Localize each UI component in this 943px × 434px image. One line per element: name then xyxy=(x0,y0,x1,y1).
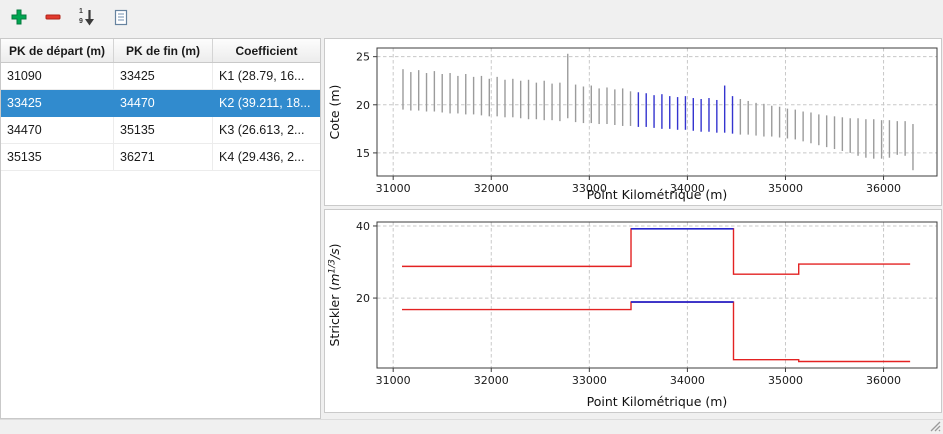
svg-text:25: 25 xyxy=(356,51,370,64)
svg-text:33000: 33000 xyxy=(572,182,607,195)
svg-text:Cote (m): Cote (m) xyxy=(327,85,342,140)
cell-pk-end: 34470 xyxy=(120,96,155,110)
cell-pk-end: 35135 xyxy=(114,117,213,143)
svg-text:32000: 32000 xyxy=(474,182,509,195)
report-button[interactable] xyxy=(108,4,134,30)
svg-text:31000: 31000 xyxy=(376,374,411,387)
table-header: PK de départ (m) PK de fin (m) Coefficie… xyxy=(1,39,320,63)
table-row[interactable]: 35135 36271 K4 (29.436, 2... xyxy=(1,144,320,171)
svg-text:34000: 34000 xyxy=(670,374,705,387)
cell-coefficient: K1 (28.79, 16... xyxy=(219,69,305,83)
chart-canvas: 31000 32000 33000 34000 35000 36000 20 40 Point … xyxy=(327,220,938,409)
chart-canvas: 31000 32000 33000 34000 35000 36000 15 20 25 Poin… xyxy=(327,47,938,202)
sort-digit-top: 1 xyxy=(79,8,83,15)
svg-text:36000: 36000 xyxy=(866,182,901,195)
sort-digit-bottom: 9 xyxy=(79,18,83,25)
sort-digits: 1 9 xyxy=(79,8,83,26)
cell-pk-start: 35135 xyxy=(1,144,114,170)
svg-text:40: 40 xyxy=(356,220,370,233)
document-icon xyxy=(114,9,128,25)
cell-coefficient: K2 (39.211, 18... xyxy=(219,96,311,110)
svg-text:35000: 35000 xyxy=(768,374,803,387)
cell-pk-start: 33425 xyxy=(7,96,42,110)
resize-grip[interactable] xyxy=(929,420,942,433)
svg-text:20: 20 xyxy=(356,99,370,112)
svg-text:34000: 34000 xyxy=(670,182,705,195)
svg-text:Point Kilométrique (m): Point Kilométrique (m) xyxy=(587,394,728,409)
cell-pk-end: 33425 xyxy=(114,63,213,89)
svg-text:20: 20 xyxy=(356,292,370,305)
column-header-coefficient[interactable]: Coefficient xyxy=(235,43,298,58)
table-row[interactable]: 33425 34470 K2 (39.211, 18... xyxy=(1,90,320,117)
cell-pk-start: 34470 xyxy=(1,117,114,143)
sort-numeric-icon: 1 9 xyxy=(79,8,95,27)
table-row[interactable]: 34470 35135 K3 (26.613, 2... xyxy=(1,117,320,144)
svg-text:Strickler (m1/3/s): Strickler (m1/3/s) xyxy=(327,243,342,346)
svg-text:33000: 33000 xyxy=(572,374,607,387)
svg-text:15: 15 xyxy=(356,147,370,160)
cell-coefficient: K4 (29.436, 2... xyxy=(219,150,305,164)
table-row[interactable]: 31090 33425 K1 (28.79, 16... xyxy=(1,63,320,90)
toolbar: 1 9 xyxy=(0,0,943,34)
coefficient-table: PK de départ (m) PK de fin (m) Coefficie… xyxy=(0,38,321,419)
sort-button[interactable]: 1 9 xyxy=(74,4,100,30)
add-button[interactable] xyxy=(6,4,32,30)
minus-icon xyxy=(45,14,61,20)
cell-pk-end: 36271 xyxy=(114,144,213,170)
column-header-pk-start[interactable]: PK de départ (m) xyxy=(1,39,114,62)
status-bar xyxy=(0,419,943,434)
svg-text:36000: 36000 xyxy=(866,374,901,387)
remove-button[interactable] xyxy=(40,4,66,30)
cote-elevation-chart: 31000 32000 33000 34000 35000 36000 15 20 25 Poin… xyxy=(324,38,942,206)
svg-text:32000: 32000 xyxy=(474,374,509,387)
svg-text:35000: 35000 xyxy=(768,182,803,195)
cell-pk-start: 31090 xyxy=(1,63,114,89)
cell-coefficient: K3 (26.613, 2... xyxy=(219,123,305,137)
svg-text:Point Kilométrique (m): Point Kilométrique (m) xyxy=(587,187,728,202)
down-arrow-icon xyxy=(84,9,94,25)
svg-text:31000: 31000 xyxy=(376,182,411,195)
table-body: 31090 33425 K1 (28.79, 16... 33425 34470… xyxy=(1,63,320,171)
strickler-chart: 31000 32000 33000 34000 35000 36000 20 40 Point … xyxy=(324,209,942,413)
column-header-pk-end[interactable]: PK de fin (m) xyxy=(114,39,213,62)
plus-icon xyxy=(11,9,27,25)
